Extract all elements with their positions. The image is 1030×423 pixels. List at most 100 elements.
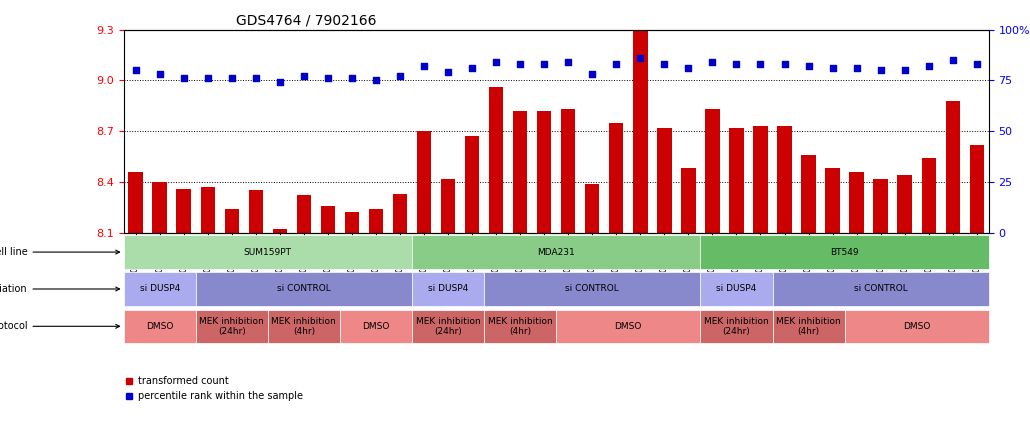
Point xyxy=(440,69,456,76)
Text: cell line: cell line xyxy=(0,247,119,257)
FancyBboxPatch shape xyxy=(412,272,484,306)
Text: MEK inhibition
(24hr): MEK inhibition (24hr) xyxy=(705,316,768,336)
Text: MEK inhibition
(4hr): MEK inhibition (4hr) xyxy=(488,316,552,336)
Bar xyxy=(850,172,864,233)
Point xyxy=(200,75,216,82)
Point xyxy=(824,65,840,71)
Bar xyxy=(345,212,359,233)
FancyBboxPatch shape xyxy=(484,310,556,343)
Text: MDA231: MDA231 xyxy=(538,247,575,257)
Bar xyxy=(922,158,936,233)
Point xyxy=(921,63,937,69)
Bar xyxy=(201,187,215,233)
Text: DMSO: DMSO xyxy=(146,322,173,331)
Point xyxy=(656,61,673,68)
FancyBboxPatch shape xyxy=(340,310,412,343)
Point xyxy=(705,59,721,66)
Point xyxy=(752,61,768,68)
FancyBboxPatch shape xyxy=(196,272,412,306)
Point xyxy=(344,75,360,82)
Point xyxy=(151,71,168,78)
Text: si DUSP4: si DUSP4 xyxy=(139,285,180,294)
Bar xyxy=(297,195,311,233)
Point xyxy=(632,55,649,61)
FancyBboxPatch shape xyxy=(196,310,268,343)
Bar xyxy=(225,209,239,233)
Bar xyxy=(152,182,167,233)
FancyBboxPatch shape xyxy=(700,272,772,306)
Bar xyxy=(129,172,143,233)
FancyBboxPatch shape xyxy=(700,310,772,343)
Point xyxy=(296,73,312,80)
FancyBboxPatch shape xyxy=(412,310,484,343)
Bar xyxy=(753,126,767,233)
Text: MEK inhibition
(24hr): MEK inhibition (24hr) xyxy=(200,316,264,336)
Bar xyxy=(537,111,551,233)
FancyBboxPatch shape xyxy=(700,235,989,269)
FancyBboxPatch shape xyxy=(556,310,700,343)
Bar xyxy=(513,111,527,233)
FancyBboxPatch shape xyxy=(412,235,700,269)
Bar xyxy=(657,128,672,233)
Point xyxy=(224,75,240,82)
Bar xyxy=(176,189,191,233)
Point xyxy=(896,67,913,74)
Point xyxy=(175,75,192,82)
Text: BT549: BT549 xyxy=(830,247,859,257)
Text: si DUSP4: si DUSP4 xyxy=(427,285,469,294)
Point xyxy=(247,75,264,82)
Bar xyxy=(489,87,504,233)
Point xyxy=(777,61,793,68)
Bar xyxy=(706,109,720,233)
FancyBboxPatch shape xyxy=(124,235,412,269)
Point xyxy=(800,63,817,69)
Point xyxy=(608,61,624,68)
Text: MEK inhibition
(24hr): MEK inhibition (24hr) xyxy=(416,316,480,336)
FancyBboxPatch shape xyxy=(484,272,700,306)
Bar xyxy=(633,0,648,233)
Bar xyxy=(320,206,335,233)
Point xyxy=(416,63,433,69)
Point xyxy=(391,73,408,80)
Point xyxy=(536,61,552,68)
Bar xyxy=(392,194,407,233)
Bar xyxy=(561,109,576,233)
Text: MEK inhibition
(4hr): MEK inhibition (4hr) xyxy=(272,316,336,336)
Text: si CONTROL: si CONTROL xyxy=(854,285,907,294)
Text: DMSO: DMSO xyxy=(903,322,930,331)
Point xyxy=(728,61,745,68)
FancyBboxPatch shape xyxy=(124,272,196,306)
Text: si CONTROL: si CONTROL xyxy=(565,285,619,294)
Bar xyxy=(441,179,455,233)
Point xyxy=(945,57,961,63)
Point xyxy=(560,59,577,66)
Text: DMSO: DMSO xyxy=(615,322,642,331)
Point xyxy=(488,59,505,66)
Bar xyxy=(417,131,432,233)
Legend: transformed count, percentile rank within the sample: transformed count, percentile rank withi… xyxy=(119,372,307,405)
Bar xyxy=(465,136,479,233)
Bar xyxy=(729,128,744,233)
FancyBboxPatch shape xyxy=(845,310,989,343)
Text: GDS4764 / 7902166: GDS4764 / 7902166 xyxy=(236,13,377,27)
Bar xyxy=(897,175,912,233)
Bar xyxy=(681,168,695,233)
FancyBboxPatch shape xyxy=(268,310,340,343)
Bar xyxy=(873,179,888,233)
Point xyxy=(849,65,865,71)
Text: si DUSP4: si DUSP4 xyxy=(716,285,757,294)
Text: si CONTROL: si CONTROL xyxy=(277,285,331,294)
Bar xyxy=(969,145,984,233)
FancyBboxPatch shape xyxy=(772,272,989,306)
Bar xyxy=(801,155,816,233)
Point xyxy=(368,77,384,84)
Text: DMSO: DMSO xyxy=(363,322,389,331)
Point xyxy=(680,65,696,71)
Point xyxy=(872,67,889,74)
Bar xyxy=(946,101,960,233)
FancyBboxPatch shape xyxy=(124,310,196,343)
Point xyxy=(512,61,528,68)
Bar xyxy=(248,190,263,233)
Text: MEK inhibition
(4hr): MEK inhibition (4hr) xyxy=(777,316,840,336)
Point xyxy=(319,75,336,82)
